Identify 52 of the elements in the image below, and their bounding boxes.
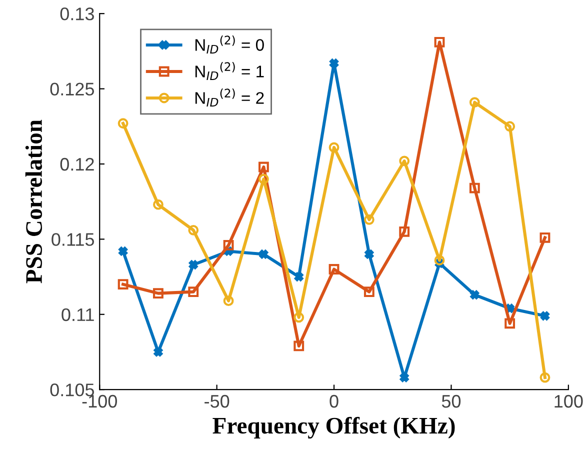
- point: [153, 199, 164, 210]
- point: [399, 156, 410, 166]
- point: [469, 182, 480, 194]
- point: [504, 121, 516, 132]
- x-tick-label: -100: [82, 394, 117, 408]
- point: [469, 97, 480, 108]
- point: [294, 312, 304, 323]
- y-tick-label: 0.115: [52, 233, 94, 246]
- point: [434, 255, 445, 266]
- point: [330, 58, 339, 68]
- point: [118, 279, 128, 290]
- point: [258, 162, 269, 172]
- point: [294, 340, 304, 352]
- point: [188, 224, 199, 236]
- x-tick-label: 50: [442, 394, 461, 408]
- x-tick-label: 0: [330, 394, 338, 408]
- point: [540, 372, 550, 383]
- point: [188, 260, 198, 270]
- point: [434, 36, 445, 48]
- legend-label: N$_{ID}$$^{(2)}$ = 1: [195, 62, 264, 80]
- point: [258, 174, 269, 184]
- point: [364, 250, 374, 259]
- point: [328, 142, 340, 153]
- point: [504, 318, 516, 329]
- point: [364, 286, 374, 298]
- point: [470, 290, 480, 300]
- point: [188, 286, 199, 298]
- x-tick-label: 100: [554, 394, 583, 408]
- y-tick-label: 0.11: [62, 308, 94, 322]
- legend-label: N$_{ID}$$^{(2)}$ = 0: [195, 35, 264, 54]
- point: [399, 226, 410, 237]
- point: [259, 250, 268, 259]
- point: [540, 232, 550, 243]
- point: [118, 246, 128, 256]
- point: [118, 118, 128, 129]
- point: [294, 272, 304, 282]
- point: [154, 347, 163, 356]
- y-tick-label: 0.105: [50, 384, 94, 396]
- point: [540, 311, 550, 320]
- point: [328, 264, 340, 274]
- y-tick-label: 0.13: [60, 8, 94, 20]
- x-tick-label: -50: [204, 394, 230, 408]
- legend-label: N$_{ID}$$^{(2)}$ = 2: [195, 88, 264, 106]
- y-tick-label: 0.125: [50, 82, 94, 96]
- point: [223, 240, 234, 250]
- point: [364, 214, 374, 225]
- y-axis-title: PSS Correlation: [25, 120, 42, 284]
- point: [223, 296, 234, 306]
- point: [400, 373, 409, 382]
- point: [153, 288, 164, 299]
- y-tick-label: 0.12: [60, 158, 94, 171]
- x-axis-title: Frequency Offset (KHz): [212, 416, 455, 439]
